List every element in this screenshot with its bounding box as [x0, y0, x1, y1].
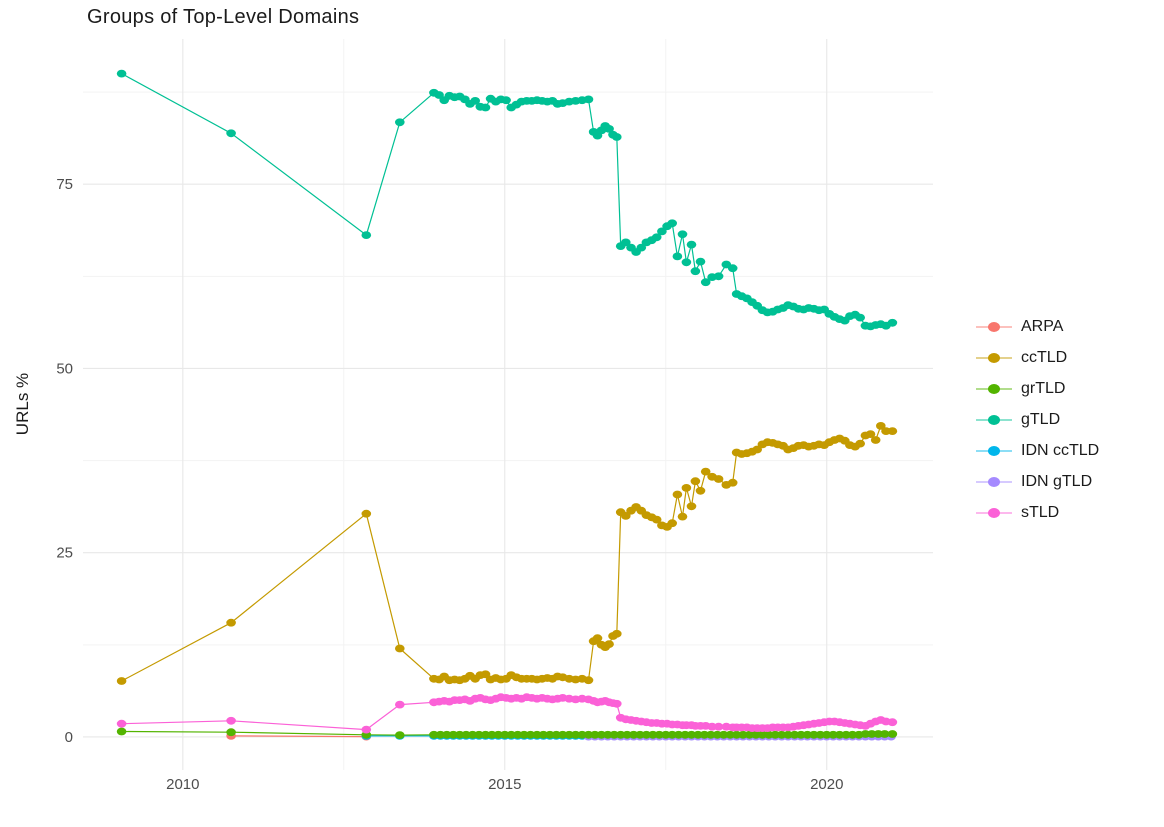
legend-item-idn-gtld: IDN gTLD [976, 471, 1099, 493]
legend-key-icon [976, 316, 1012, 338]
legend-key-icon [976, 347, 1012, 369]
chart-title: Groups of Top-Level Domains [87, 6, 360, 28]
legend-key-icon [976, 409, 1012, 431]
legend-label: ARPA [1021, 318, 1064, 335]
x-axis-tick-labels: 2010 2015 2020 [166, 776, 843, 793]
legend-label: gTLD [1021, 411, 1061, 428]
series-gtld [116, 69, 898, 331]
legend-item-cctld: ccTLD [976, 347, 1099, 369]
major-gridlines [83, 39, 933, 770]
y-tick-label: 50 [56, 360, 73, 377]
legend-key-icon [976, 440, 1012, 462]
series-cctld [116, 422, 898, 685]
legend-key-icon [976, 502, 1012, 524]
y-axis-tick-labels: 0 25 50 75 [56, 176, 73, 746]
legend-item-grtld: grTLD [976, 378, 1099, 400]
legend-item-gtld: gTLD [976, 409, 1099, 431]
y-tick-label: 0 [65, 729, 73, 746]
minor-gridlines [83, 39, 933, 770]
legend-label: ccTLD [1021, 349, 1068, 366]
legend-label: IDN ccTLD [1021, 442, 1100, 459]
legend: ARPA ccTLD grTLD gTLD IDN ccTLD IDN gTLD sTLD [976, 316, 1099, 524]
series-grtld [116, 727, 898, 739]
y-tick-label: 25 [56, 545, 73, 562]
y-tick-label: 75 [56, 176, 73, 193]
legend-key-icon [976, 471, 1012, 493]
legend-item-stld: sTLD [976, 502, 1099, 524]
legend-label: sTLD [1021, 504, 1060, 521]
series-stld [116, 693, 898, 734]
legend-key-icon [976, 378, 1012, 400]
legend-item-arpa: ARPA [976, 316, 1099, 338]
x-tick-label: 2015 [488, 776, 521, 793]
legend-label: grTLD [1021, 380, 1066, 397]
legend-label: IDN gTLD [1021, 473, 1093, 490]
x-tick-label: 2020 [810, 776, 843, 793]
x-tick-label: 2010 [166, 776, 199, 793]
legend-item-idn-cctld: IDN ccTLD [976, 440, 1099, 462]
